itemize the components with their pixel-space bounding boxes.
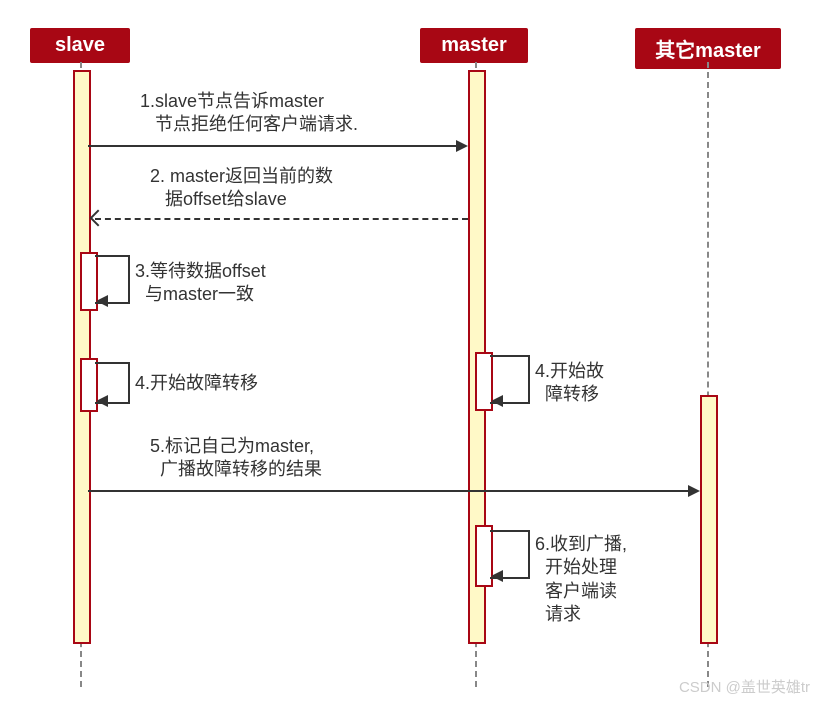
msg4b-arrow — [491, 395, 503, 407]
msg6-text: 6.收到广播, 开始处理 客户端读 请求 — [535, 533, 627, 627]
participant-master: master — [420, 28, 528, 63]
watermark: CSDN @盖世英雄tr — [679, 676, 810, 697]
msg4a-arrow — [96, 395, 108, 407]
msg5-arrow — [688, 485, 700, 497]
sequence-diagram: slave master 其它master 1.slave节点告诉master … — [0, 0, 822, 707]
msg3-text: 3.等待数据offset 与master一致 — [135, 260, 266, 307]
msg5-line — [88, 490, 690, 492]
msg4b-text: 4.开始故 障转移 — [535, 360, 604, 407]
msg1-line — [88, 145, 458, 147]
msg4a-text: 4.开始故障转移 — [135, 372, 258, 395]
msg2-arrow — [90, 210, 107, 227]
activation-other — [700, 395, 718, 644]
msg3-arrow — [96, 295, 108, 307]
msg2-text: 2. master返回当前的数 据offset给slave — [150, 165, 333, 212]
msg2-line — [95, 218, 468, 220]
msg1-text: 1.slave节点告诉master 节点拒绝任何客户端请求. — [140, 90, 358, 137]
participant-slave: slave — [30, 28, 130, 63]
activation-slave — [73, 70, 91, 644]
msg1-arrow — [456, 140, 468, 152]
msg6-arrow — [491, 570, 503, 582]
msg5-text: 5.标记自己为master, 广播故障转移的结果 — [150, 435, 322, 482]
